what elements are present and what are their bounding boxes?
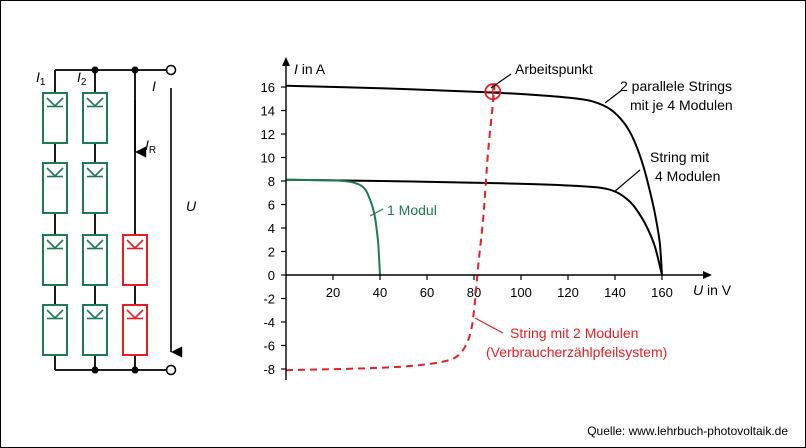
pv-module bbox=[42, 92, 68, 144]
pv-module bbox=[122, 304, 148, 356]
pv-module bbox=[122, 234, 148, 286]
axis-ticks: 20 40 60 80 100 120 140 160 -8 -6 -4 -2 0 2 4 6 8 10 12 14 1… bbox=[261, 80, 673, 377]
y-tick-label: 12 bbox=[261, 127, 275, 142]
y-tick-label: 10 bbox=[261, 151, 275, 166]
junction-dot bbox=[91, 366, 99, 374]
y-tick-label: 8 bbox=[268, 174, 275, 189]
leader-one-module bbox=[369, 208, 384, 217]
pv-module-body bbox=[42, 304, 68, 356]
pv-module bbox=[82, 234, 108, 286]
x-axis-arrowhead bbox=[703, 271, 712, 279]
x-tick-label: 40 bbox=[373, 285, 387, 300]
leader-string4 bbox=[613, 169, 641, 193]
x-tick-label: 160 bbox=[651, 285, 673, 300]
pv-module-body bbox=[122, 304, 148, 356]
annotation-string2-line2: (Verbraucherzählpfeilsystem) bbox=[486, 344, 667, 360]
label-i2: I2 bbox=[77, 69, 87, 88]
annotation-two-strings-line2: mit je 4 Modulen bbox=[630, 97, 733, 113]
annotation-string2-line1: String mit 2 Modulen bbox=[510, 325, 638, 341]
source-credit: Quelle: www.lehrbuch-photovoltaik.de bbox=[587, 424, 788, 438]
pv-module-body bbox=[122, 234, 148, 286]
leader-string2 bbox=[474, 317, 504, 334]
terminal-bottom bbox=[165, 364, 177, 376]
y-tick-label: 14 bbox=[261, 104, 275, 119]
y-tick-label: 0 bbox=[268, 268, 275, 283]
junction-dot bbox=[91, 66, 99, 74]
x-tick-label: 120 bbox=[557, 285, 579, 300]
pv-module bbox=[42, 162, 68, 214]
pv-module bbox=[82, 92, 108, 144]
label-ir: IR bbox=[145, 137, 156, 156]
label-i: I bbox=[152, 78, 156, 94]
pv-module bbox=[42, 304, 68, 356]
label-i1: I1 bbox=[36, 69, 46, 88]
pv-module-body bbox=[42, 234, 68, 286]
terminal-top bbox=[165, 64, 177, 76]
x-tick-label: 60 bbox=[420, 285, 434, 300]
annotation-string4-line2: 4 Modulen bbox=[655, 168, 720, 184]
pv-module-body bbox=[82, 234, 108, 286]
junction-dot bbox=[131, 366, 139, 374]
curves bbox=[285, 78, 663, 372]
pv-module-body bbox=[82, 92, 108, 144]
pv-module-body bbox=[42, 92, 68, 144]
pv-module-body bbox=[82, 162, 108, 214]
y-tick-label: 16 bbox=[261, 80, 275, 95]
leader-two-strings bbox=[604, 89, 623, 104]
x-tick-label: 100 bbox=[510, 285, 532, 300]
curve-one-module bbox=[285, 178, 381, 276]
y-axis-arrowhead bbox=[282, 57, 290, 66]
iv-chart: 20 40 60 80 100 120 140 160 -8 -6 -4 -2 0 2 4 6 8 10 12 14 1… bbox=[261, 57, 733, 380]
y-tick-label: 4 bbox=[268, 221, 275, 236]
x-tick-label: 20 bbox=[326, 285, 340, 300]
x-axis-label: U in V bbox=[693, 282, 732, 298]
curve-string-4-modules bbox=[285, 178, 663, 276]
pv-module bbox=[82, 304, 108, 356]
annotation-one-module: 1 Modul bbox=[387, 202, 437, 218]
y-tick-label: -4 bbox=[263, 315, 275, 330]
label-u: U bbox=[186, 198, 197, 214]
annotation-arbeitspunkt: Arbeitspunkt bbox=[515, 61, 593, 77]
y-tick-label: -8 bbox=[263, 362, 275, 377]
y-axis-label: I in A bbox=[294, 61, 326, 77]
y-tick-label: -6 bbox=[263, 339, 275, 354]
curve-two-parallel-strings bbox=[285, 84, 663, 276]
leader-arbeitspunkt bbox=[490, 73, 512, 89]
circuit: I1 I2 I IR U bbox=[36, 64, 197, 376]
modules-group bbox=[42, 92, 148, 356]
pv-module-body bbox=[42, 162, 68, 214]
junction-dot bbox=[131, 66, 139, 74]
x-tick-label: 140 bbox=[604, 285, 626, 300]
x-tick-label: 80 bbox=[467, 285, 481, 300]
pv-module bbox=[82, 162, 108, 214]
pv-module-body bbox=[82, 304, 108, 356]
curve-string-2-modules bbox=[285, 78, 497, 372]
annotation-string4-line1: String mit bbox=[650, 149, 709, 165]
y-tick-label: 2 bbox=[268, 245, 275, 260]
y-tick-label: -2 bbox=[263, 292, 275, 307]
annotation-two-strings-line1: 2 parallele Strings bbox=[620, 78, 732, 94]
pv-module bbox=[42, 234, 68, 286]
y-tick-label: 6 bbox=[268, 198, 275, 213]
